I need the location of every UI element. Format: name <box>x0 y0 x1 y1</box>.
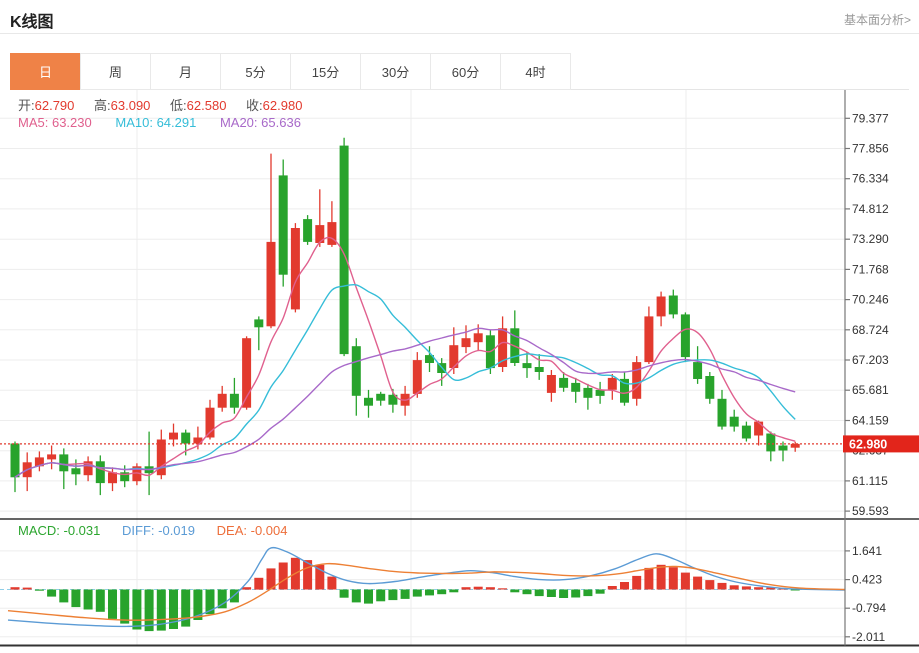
open-value: 62.790 <box>34 98 75 113</box>
macd-readout: MACD: -0.031 DIFF: -0.019 DEA: -0.004 <box>18 523 287 538</box>
ma20-line <box>14 327 796 478</box>
macd-diff-line <box>7 546 846 628</box>
ma10-label: MA10: <box>115 115 153 130</box>
price-axis-labels: 79.377 77.856 76.334 74.812 73.290 71.768 70.2… <box>845 111 889 644</box>
svg-text:-2.011: -2.011 <box>852 630 885 644</box>
svg-text:73.290: 73.290 <box>852 232 889 246</box>
svg-text:0.423: 0.423 <box>852 573 882 587</box>
low-label: 低: <box>170 98 187 113</box>
diff-value: -0.019 <box>158 523 196 538</box>
svg-text:62.980: 62.980 <box>849 437 887 451</box>
svg-text:68.724: 68.724 <box>852 323 889 337</box>
high-label: 高: <box>94 98 111 113</box>
open-label: 开: <box>18 98 35 113</box>
page-title: K线图 <box>10 14 54 31</box>
svg-text:-0.794: -0.794 <box>852 601 886 615</box>
tab-month[interactable]: 月 <box>150 53 221 90</box>
current-price-badge: 62.980 <box>843 435 919 453</box>
fundamental-analysis-link[interactable]: 基本面分析> <box>843 13 911 27</box>
tab-day[interactable]: 日 <box>10 53 81 90</box>
svg-text:65.681: 65.681 <box>852 383 889 397</box>
kline-macd-svg: 79.377 77.856 76.334 74.812 73.290 71.768 70.2… <box>0 90 919 647</box>
svg-text:71.768: 71.768 <box>852 262 889 276</box>
tab-week[interactable]: 周 <box>80 53 151 90</box>
svg-text:64.159: 64.159 <box>852 414 889 428</box>
ma5-label: MA5: <box>18 115 49 130</box>
ma10-line <box>14 283 796 478</box>
high-value: 63.090 <box>110 98 151 113</box>
close-label: 收: <box>246 98 263 113</box>
svg-text:76.334: 76.334 <box>852 172 889 186</box>
ma20-value: 65.636 <box>261 115 301 130</box>
macd-label: MACD: <box>18 523 60 538</box>
header-divider <box>0 33 919 34</box>
dea-value: -0.004 <box>250 523 288 538</box>
gridlines <box>0 90 845 646</box>
ma5-line <box>14 236 796 478</box>
svg-text:67.203: 67.203 <box>852 353 889 367</box>
svg-text:1.641: 1.641 <box>852 544 882 558</box>
tab-5min[interactable]: 5分 <box>220 53 291 90</box>
low-value: 62.580 <box>186 98 227 113</box>
close-value: 62.980 <box>262 98 303 113</box>
ma10-value: 64.291 <box>156 115 197 130</box>
macd-histogram <box>10 557 800 632</box>
candles <box>10 137 800 496</box>
svg-text:61.115: 61.115 <box>852 474 888 488</box>
macd-value: -0.031 <box>63 523 101 538</box>
ma-readout: MA5: 63.230 MA10: 64.291 MA20: 65.636 <box>18 115 301 130</box>
svg-text:70.246: 70.246 <box>852 293 889 307</box>
period-tab-bar: 日 周 月 5分 15分 30分 60分 4时 <box>10 53 909 90</box>
tab-30min[interactable]: 30分 <box>360 53 431 90</box>
tab-15min[interactable]: 15分 <box>290 53 361 90</box>
ma5-value: 63.230 <box>51 115 92 130</box>
diff-label: DIFF: <box>122 523 155 538</box>
tab-60min[interactable]: 60分 <box>430 53 501 90</box>
ohlc-readout: 开:62.790 高:63.090 低:62.580 收:62.980 <box>18 95 318 114</box>
macd-dea-line <box>7 562 846 621</box>
svg-text:79.377: 79.377 <box>852 111 889 125</box>
kline-chart[interactable]: 79.377 77.856 76.334 74.812 73.290 71.768 70.2… <box>0 90 919 648</box>
tab-4hour[interactable]: 4时 <box>500 53 571 90</box>
ma20-label: MA20: <box>219 115 258 130</box>
svg-text:74.812: 74.812 <box>852 202 889 216</box>
svg-text:59.593: 59.593 <box>852 504 889 518</box>
svg-text:77.856: 77.856 <box>852 142 889 156</box>
dea-label: DEA: <box>216 523 247 538</box>
